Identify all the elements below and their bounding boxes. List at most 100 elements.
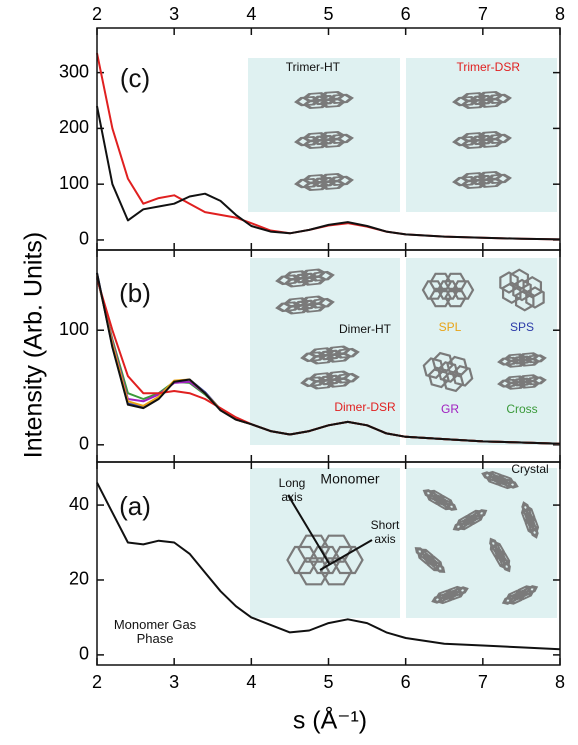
molecule — [431, 585, 469, 605]
molecule — [497, 352, 547, 368]
plot-frame — [96, 461, 561, 666]
legend-label: Dimer-DSR — [334, 400, 396, 414]
ring — [414, 547, 430, 560]
arrow — [319, 539, 373, 571]
annotation: (b) — [119, 278, 151, 308]
ring — [421, 280, 445, 300]
ring — [476, 130, 504, 142]
ring — [429, 287, 452, 308]
legend-label: GR — [441, 402, 459, 416]
ring — [459, 92, 488, 103]
ring — [301, 132, 330, 143]
ring — [318, 90, 346, 102]
ring — [499, 550, 511, 567]
ring — [437, 494, 455, 507]
annotation: Long axis — [278, 476, 306, 504]
y-tick-label: 100 — [59, 319, 89, 339]
ring — [452, 136, 480, 147]
ring — [516, 352, 541, 362]
ring — [528, 515, 540, 534]
ring — [299, 295, 327, 307]
molecule — [520, 501, 540, 539]
annotation: Short axis — [370, 518, 400, 546]
ring — [318, 172, 346, 184]
x-tick-label: 5 — [323, 4, 333, 24]
arrow — [287, 494, 331, 566]
ring — [299, 268, 327, 280]
ring — [452, 519, 470, 531]
x-tick-label: 4 — [246, 4, 256, 24]
ring — [486, 470, 505, 482]
ring — [497, 378, 521, 388]
molecule — [452, 509, 488, 531]
x-tick-label: 7 — [478, 4, 488, 24]
ring — [444, 287, 467, 308]
x-tick-label: 3 — [169, 672, 179, 692]
ring — [300, 351, 328, 363]
molecule — [300, 345, 360, 365]
y-tick-label: 0 — [79, 229, 89, 249]
y-axis-label: Intensity (Arb. Units) — [20, 232, 48, 458]
molecule — [481, 470, 519, 490]
ring — [331, 545, 364, 575]
y-tick-label: 0 — [79, 644, 89, 664]
molecule — [452, 130, 512, 150]
ring — [516, 374, 541, 384]
molecule — [294, 90, 354, 110]
series-label: Monomer Gas Phase — [113, 617, 197, 646]
molecule — [294, 130, 354, 150]
y-tick-label: 40 — [69, 494, 89, 514]
legend-label: Cross — [506, 402, 537, 416]
molecule — [501, 585, 539, 605]
ring — [308, 545, 342, 575]
ring — [422, 489, 440, 501]
ring — [324, 345, 352, 357]
x-axis-label: s (Å⁻¹) — [293, 705, 367, 735]
ring — [499, 271, 519, 294]
x-tick-label: 3 — [169, 4, 179, 24]
ring — [420, 548, 435, 561]
ring — [503, 353, 527, 363]
ring — [431, 351, 454, 374]
molecule — [499, 268, 545, 312]
ring — [446, 355, 469, 378]
annotation: (c) — [120, 63, 150, 93]
molecule — [422, 351, 474, 393]
ring — [444, 272, 467, 293]
data-line — [96, 272, 561, 445]
ring — [476, 170, 504, 182]
ring — [282, 270, 310, 281]
ring — [525, 505, 536, 524]
ring — [489, 537, 501, 555]
ring — [465, 509, 482, 521]
annotation: Monomer — [320, 471, 379, 487]
ring — [307, 372, 335, 383]
x-tick-label: 6 — [401, 672, 411, 692]
x-tick-label: 6 — [401, 4, 411, 24]
ring — [294, 96, 322, 107]
ring — [301, 92, 330, 103]
molecule — [422, 489, 458, 511]
ring — [431, 593, 450, 604]
ring — [275, 274, 303, 286]
y-tick-label: 20 — [69, 569, 89, 589]
ring — [515, 585, 533, 596]
x-tick-label: 8 — [555, 672, 565, 692]
legend-label: SPL — [439, 320, 462, 334]
ring — [459, 132, 488, 143]
ring — [493, 540, 505, 558]
y-tick-label: 300 — [59, 61, 89, 81]
ring — [514, 289, 535, 312]
ring — [286, 545, 319, 575]
ring — [319, 557, 353, 586]
y-tick-label: 200 — [59, 117, 89, 137]
legend-label: SPS — [510, 320, 534, 334]
x-tick-label: 4 — [246, 672, 256, 692]
ring — [297, 534, 331, 563]
ring — [501, 594, 520, 605]
ring — [459, 172, 488, 183]
ring — [428, 555, 443, 568]
x-tick-label: 5 — [323, 672, 333, 692]
